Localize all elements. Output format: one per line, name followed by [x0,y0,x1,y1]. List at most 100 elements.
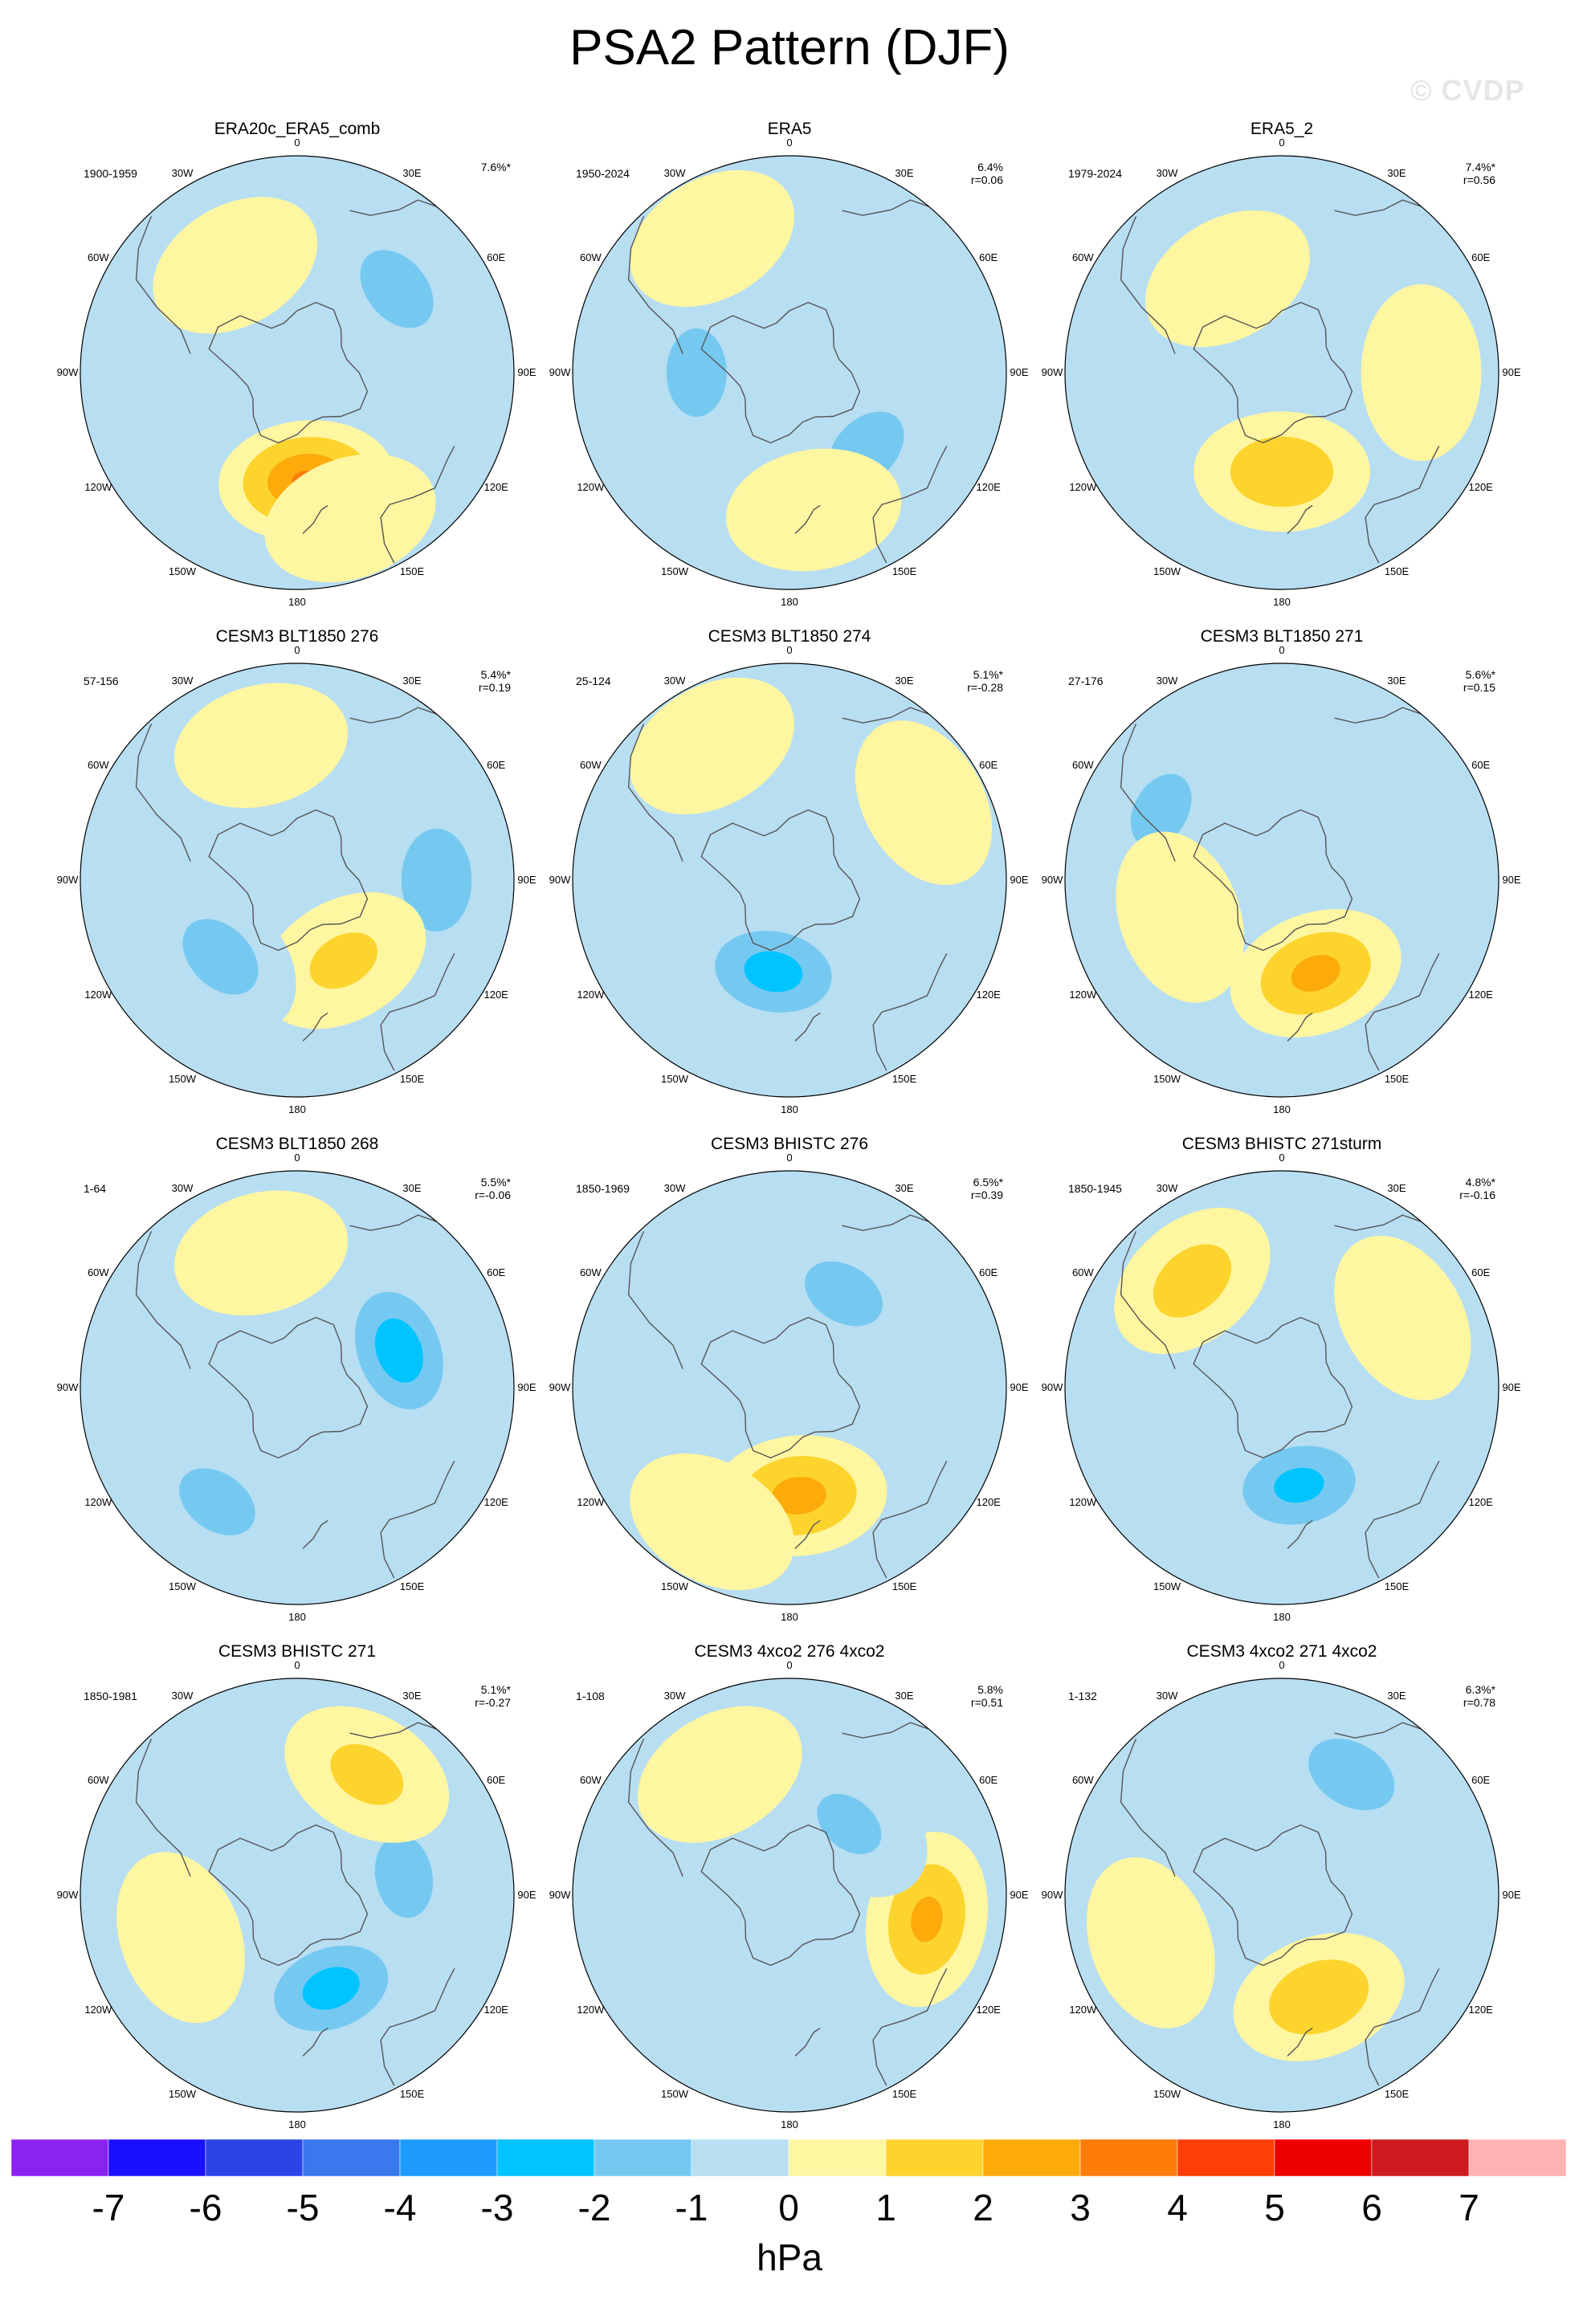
longitude-label: 120E [483,481,508,493]
colorbar-swatch [982,2138,1081,2177]
coastline [135,1231,191,1369]
coastline [1334,1722,1422,1739]
panel-variance-pct: 5.4%* [480,668,511,681]
longitude-label: 120W [1069,481,1097,493]
anomaly-contour [1361,284,1482,461]
longitude-label: 120E [483,1496,508,1508]
anomaly-contour [1087,1857,1215,2028]
longitude-label: 120W [1069,989,1097,1001]
longitude-label: 90E [517,874,537,886]
longitude-label: 60W [87,1266,109,1278]
coastline [349,707,437,724]
panel-title: CESM3 4xco2 271 4xco2 [1186,1642,1377,1661]
anomaly-contour [630,169,794,308]
anomaly-contour [116,1852,245,2024]
panel-pattern-correlation: r=0.06 [970,173,1003,186]
longitude-label: 120W [84,2004,112,2016]
longitude-label: 30E [895,167,914,180]
anomaly-contour [1230,436,1334,508]
panel-pattern-correlation: r=0.15 [1463,681,1495,694]
coastline [380,1460,455,1579]
coastline [1193,1824,1353,1967]
colorbar-swatch [1468,2138,1567,2177]
longitude-label: 30W [663,675,686,687]
longitude-label: 30E [1387,675,1406,687]
coastline [380,1967,455,2086]
panel-period: 27-176 [1068,675,1104,687]
longitude-label: 30W [663,167,686,180]
longitude-label: 60W [579,1774,602,1786]
longitude-label: 120E [1468,481,1493,493]
coastline [627,724,683,862]
longitude-label: 30E [402,1182,422,1195]
colorbar-tick-label: 0 [778,2187,799,2228]
coastline [349,1214,437,1231]
coastline [627,216,683,354]
map-panel [80,663,515,1098]
coastline [1365,445,1440,564]
anomaly-contour [1153,1244,1231,1318]
longitude-label: 0 [786,1152,793,1164]
longitude-label: 150E [399,1580,425,1592]
longitude-label: 150E [1384,1580,1410,1592]
longitude-label: 150E [1384,2087,1410,2100]
anomaly-contour [817,1793,882,1854]
longitude-label: 90W [1041,874,1063,886]
coastline [872,445,948,564]
panel-period: 1850-1981 [84,1690,137,1702]
coastline [1334,199,1422,216]
map-border [1064,663,1499,1098]
longitude-label: 60E [979,1266,998,1278]
map-panel [80,1170,515,1605]
coastline [349,199,437,216]
colorbar-swatch [496,2138,595,2177]
longitude-label: 0 [294,1152,300,1164]
panel-variance-pct: 5.1%* [480,1683,511,1696]
anomaly-contour [264,454,436,583]
coastline [135,724,191,862]
coastline [842,1722,929,1739]
coastline [842,1214,929,1231]
longitude-label: 180 [288,2118,306,2130]
coastline [794,504,821,534]
panel-title: CESM3 BLT1850 274 [708,627,871,646]
longitude-label: 180 [781,2118,798,2130]
longitude-label: 150E [399,565,425,577]
anomaly-contour [911,1896,943,1943]
longitude-label: 120W [577,2004,605,2016]
longitude-label: 30E [895,1690,914,1702]
longitude-label: 30W [171,1690,194,1702]
colorbar-swatch [885,2138,984,2177]
coastline [302,1012,328,1042]
panel-title: CESM3 BHISTC 271 [218,1642,377,1661]
panel-period: 57-156 [84,675,119,687]
longitude-label: 120E [483,2004,508,2016]
longitude-label: 30W [663,1690,686,1702]
map-panel [572,155,1007,590]
longitude-label: 90W [549,1889,571,1901]
longitude-label: 180 [1273,1103,1291,1115]
panel-variance-pct: 7.4%* [1465,161,1495,173]
longitude-label: 150W [661,565,688,577]
panel-variance-pct: 6.3%* [1465,1683,1495,1696]
map-panel [80,155,515,590]
anomaly-contour [174,683,349,809]
colorbar-swatch [205,2138,304,2177]
longitude-label: 30W [1156,1690,1178,1702]
coastline [700,301,861,444]
coastline [208,1316,369,1459]
panel-title: CESM3 BLT1850 271 [1200,627,1364,646]
longitude-label: 120E [976,989,1001,1001]
longitude-label: 60W [579,759,602,771]
longitude-label: 30W [1156,675,1178,687]
longitude-label: 0 [1279,1659,1285,1671]
longitude-label: 60E [1471,251,1491,263]
map-border [572,1170,1007,1605]
coastline [1287,2027,1313,2057]
map-border [80,1170,515,1605]
longitude-label: 30E [402,167,422,180]
longitude-label: 60E [487,1774,506,1786]
coastline [1287,504,1313,534]
longitude-label: 60W [87,251,109,263]
